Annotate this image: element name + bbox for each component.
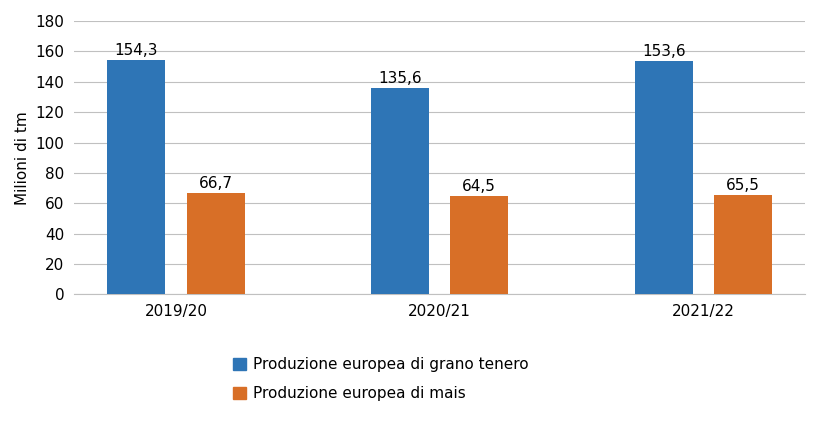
Bar [713,195,771,294]
Bar [450,197,508,294]
Text: 135,6: 135,6 [378,71,422,86]
Text: 66,7: 66,7 [198,176,233,191]
Bar [107,60,165,294]
Text: 65,5: 65,5 [725,178,758,193]
Bar [371,88,428,294]
Bar [634,61,692,294]
Legend: Produzione europea di grano tenero, Produzione europea di mais: Produzione europea di grano tenero, Prod… [227,351,534,407]
Bar [187,193,244,294]
Text: 153,6: 153,6 [641,44,685,59]
Text: 154,3: 154,3 [115,43,158,58]
Y-axis label: Milioni di tm: Milioni di tm [15,111,30,204]
Text: 64,5: 64,5 [462,179,495,194]
